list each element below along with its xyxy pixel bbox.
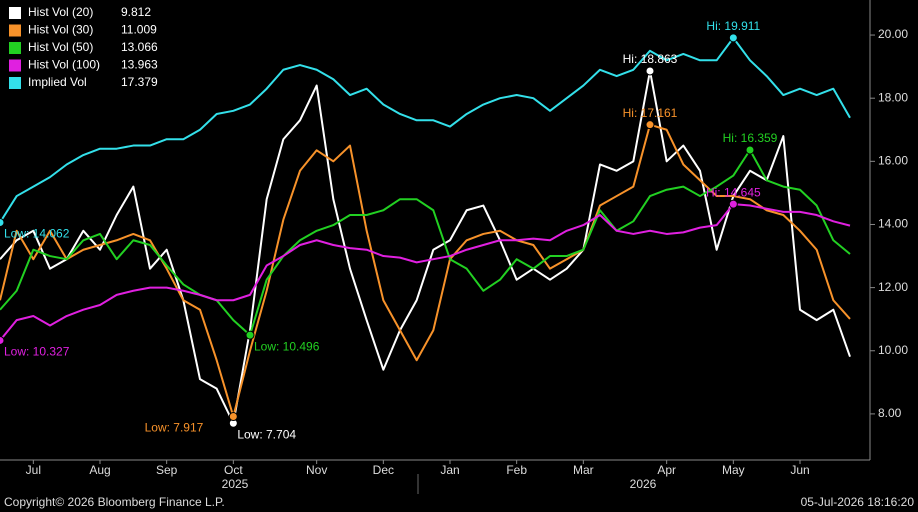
extreme-label: Hi: 17.161: [623, 106, 678, 120]
x-tick-label: Apr: [657, 463, 676, 477]
y-tick-label: 16.00: [878, 154, 908, 168]
y-tick-label: 12.00: [878, 280, 908, 294]
legend-swatch: [9, 42, 21, 54]
extreme-label: Low: 7.917: [145, 421, 204, 435]
extreme-label: Low: 14.062: [4, 227, 70, 241]
legend-value: 17.379: [121, 75, 158, 89]
extreme-label: Low: 10.327: [4, 345, 70, 359]
extreme-marker: [245, 330, 255, 340]
year-label: 2026: [630, 477, 657, 491]
series-line: [0, 203, 851, 342]
x-tick-label: Jun: [790, 463, 809, 477]
legend-name: Hist Vol (30): [28, 23, 93, 37]
extreme-marker: [645, 66, 655, 76]
series-line: [0, 148, 851, 337]
legend: Hist Vol (20) 9.812 Hist Vol (30) 11.009 His…: [0, 0, 166, 96]
x-tick-label: Jan: [440, 463, 459, 477]
y-tick-label: 14.00: [878, 217, 908, 231]
copyright: Copyright© 2026 Bloomberg Finance L.P.: [4, 495, 225, 509]
legend-value: 9.812: [121, 5, 151, 19]
series-line: [0, 36, 851, 224]
legend-name: Hist Vol (50): [28, 40, 93, 54]
legend-value: 13.963: [121, 58, 158, 72]
x-tick-label: Aug: [89, 463, 110, 477]
legend-name: Implied Vol: [28, 75, 87, 89]
y-tick-label: 18.00: [878, 90, 908, 104]
x-tick-label: Jul: [26, 463, 41, 477]
x-tick-label: Oct: [224, 463, 243, 477]
extreme-marker: [228, 412, 238, 422]
extreme-label: Low: 7.704: [237, 427, 296, 441]
extreme-label: Hi: 19.911: [706, 19, 760, 33]
series-line: [0, 69, 851, 425]
extreme-marker: [0, 218, 5, 228]
legend-box: [0, 0, 166, 96]
extreme-marker: [728, 33, 738, 43]
x-tick-label: Sep: [156, 463, 178, 477]
legend-swatch: [9, 24, 21, 37]
legend-swatch: [9, 7, 21, 19]
x-tick-label: May: [722, 463, 745, 477]
legend-swatch: [9, 59, 21, 72]
y-tick-label: 10.00: [878, 343, 908, 357]
legend-value: 13.066: [121, 40, 158, 54]
x-tick-label: Feb: [506, 463, 527, 477]
timestamp: 05-Jul-2026 18:16:20: [801, 495, 915, 509]
year-label: 2025: [222, 477, 249, 491]
extreme-label: Low: 10.496: [254, 339, 320, 353]
x-tick-label: Mar: [573, 463, 594, 477]
extreme-label: Hi: 18.863: [623, 52, 678, 66]
extreme-marker: [745, 145, 755, 155]
x-tick-label: Nov: [306, 463, 327, 477]
legend-name: Hist Vol (20): [28, 5, 93, 19]
series-line: [0, 123, 851, 418]
legend-swatch: [9, 77, 21, 89]
legend-name: Hist Vol (100): [28, 58, 100, 72]
y-tick-label: 20.00: [878, 27, 908, 41]
extreme-label: Hi: 14.645: [706, 185, 761, 199]
extreme-label: Hi: 16.359: [723, 131, 778, 145]
x-tick-label: Dec: [373, 463, 394, 477]
extreme-marker: [728, 199, 738, 209]
extreme-marker: [0, 335, 5, 345]
extreme-marker: [645, 120, 655, 130]
y-tick-label: 8.00: [878, 406, 902, 420]
legend-value: 11.009: [121, 23, 157, 37]
